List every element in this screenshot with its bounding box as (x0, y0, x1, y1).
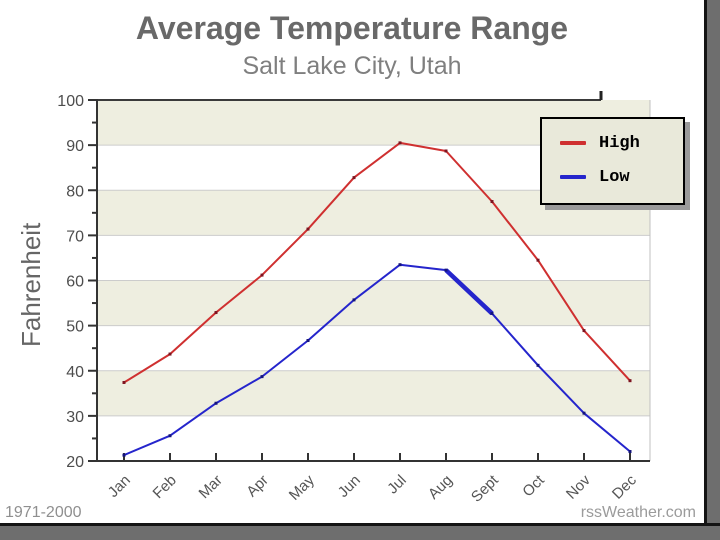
chart-subtitle: Salt Lake City, Utah (242, 52, 462, 80)
month-label: Mar (196, 472, 226, 502)
y-tick-label: 50 (66, 319, 84, 336)
plot-band (97, 280, 650, 326)
y-tick-label: 90 (66, 138, 84, 155)
high-data-point (490, 200, 494, 204)
low-data-point (490, 311, 494, 315)
month-label: Nov (563, 471, 594, 502)
month-label: Sept (468, 471, 502, 505)
low-line-bold-segment (444, 268, 494, 316)
high-line (123, 141, 631, 384)
high-data-point (260, 273, 264, 277)
y-tick-label: 80 (66, 183, 84, 200)
high-line-swatch (560, 141, 586, 145)
high-data-point (122, 380, 126, 384)
y-tick-label: 60 (66, 274, 84, 291)
month-label: May (286, 471, 318, 503)
low-data-point (582, 411, 586, 415)
y-tick-label: 100 (57, 93, 84, 110)
low-data-point (214, 401, 218, 405)
data-period-label: 1971-2000 (5, 504, 82, 521)
y-tick-label: 70 (66, 228, 84, 245)
month-label: Oct (519, 471, 548, 500)
legend-item-high: High (560, 133, 683, 153)
low-data-point (168, 434, 172, 438)
plot-band (97, 370, 650, 416)
high-data-point (214, 311, 218, 315)
high-data-point (582, 329, 586, 333)
chart-title: Average Temperature Range (135, 10, 569, 46)
high-data-point (536, 258, 540, 262)
y-tick-label: 40 (66, 364, 84, 381)
window-border-right (704, 0, 720, 540)
low-data-point (260, 375, 264, 379)
month-label: Jan (105, 472, 134, 501)
low-line-swatch (560, 175, 586, 179)
low-data-point (536, 363, 540, 367)
low-data-point (398, 263, 402, 267)
low-data-point (306, 339, 310, 343)
high-data-point (628, 379, 632, 383)
y-tick-label: 30 (66, 409, 84, 426)
month-label: Apr (243, 472, 272, 501)
month-label: Jul (384, 472, 410, 498)
low-line (123, 263, 631, 457)
legend-label-low: Low (599, 167, 630, 187)
high-data-point (352, 176, 356, 180)
low-data-point (352, 298, 356, 302)
source-watermark: rssWeather.com (580, 504, 696, 521)
low-data-point (444, 268, 448, 272)
chart-legend: High Low (540, 117, 685, 205)
high-data-point (398, 141, 402, 145)
month-label: Aug (425, 472, 456, 503)
y-tick-label: 20 (66, 454, 84, 471)
window-border-bottom (0, 523, 720, 540)
month-label: Dec (609, 471, 640, 502)
low-data-point (122, 453, 126, 457)
high-data-point (306, 227, 310, 231)
high-data-point (444, 149, 448, 153)
month-label: Feb (150, 472, 180, 502)
low-data-point (628, 450, 632, 454)
legend-item-low: Low (560, 167, 683, 187)
legend-label-high: High (599, 133, 640, 153)
month-label: Jun (335, 472, 364, 501)
high-data-point (168, 352, 172, 356)
